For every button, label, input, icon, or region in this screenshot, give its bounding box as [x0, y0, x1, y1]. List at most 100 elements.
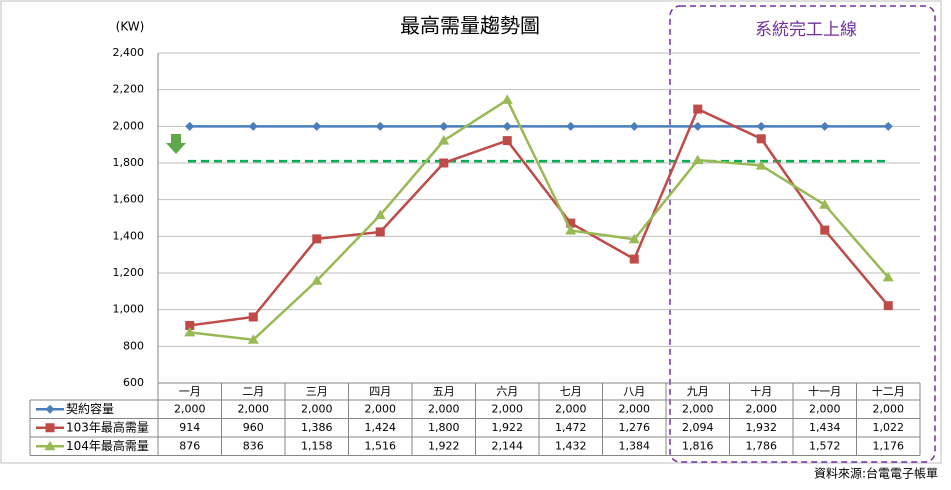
table-cell: 1,022: [873, 421, 905, 434]
data-point: [439, 121, 449, 131]
table-cell: 2,144: [492, 439, 524, 452]
data-point: [629, 121, 639, 131]
y-tick-label: 1,800: [113, 156, 145, 169]
data-point: [375, 227, 385, 237]
table-cell: 1,922: [492, 421, 524, 434]
annotation: 系統完工上線: [755, 20, 857, 40]
table-cell: 1,932: [746, 421, 778, 434]
x-tick-label: 五月: [433, 385, 455, 398]
x-tick-label: 十月: [750, 384, 772, 398]
data-point: [756, 121, 766, 131]
data-point: [501, 94, 513, 104]
legend-marker: [45, 423, 55, 433]
table-cell: 1,276: [619, 421, 651, 434]
x-tick-label: 三月: [306, 385, 328, 398]
x-tick-label: 七月: [560, 385, 582, 398]
data-point: [502, 136, 512, 146]
data-point: [756, 134, 766, 144]
legend-marker: [44, 440, 56, 451]
table-cell: 960: [243, 421, 264, 434]
data-point: [882, 271, 894, 282]
data-point: [693, 104, 703, 114]
table-cell: 2,000: [492, 402, 524, 415]
x-tick-label: 八月: [623, 385, 645, 398]
table-cell: 1,572: [809, 439, 841, 452]
table-cell: 1,434: [809, 421, 841, 434]
table-cell: 1,424: [365, 421, 397, 434]
series-line: [189, 107, 890, 327]
table-cell: 2,000: [873, 402, 905, 415]
chart-border: [0, 0, 942, 464]
table-cell: 2,000: [428, 402, 460, 415]
table-cell: 914: [179, 421, 200, 434]
x-tick-label: 一月: [179, 385, 201, 398]
y-tick-label: 1,000: [113, 303, 145, 316]
table-cell: 1,516: [365, 439, 397, 452]
y-axis-label: (KW): [116, 20, 145, 34]
y-tick-label: 2,400: [113, 46, 145, 59]
y-tick-label: 800: [123, 339, 144, 352]
table-cell: 1,472: [555, 421, 587, 434]
y-tick-label: 600: [123, 376, 144, 389]
table-cell: 2,000: [746, 402, 778, 415]
data-point: [755, 160, 767, 170]
x-tick-label: 四月: [369, 385, 391, 398]
x-tick-label: 十一月: [808, 384, 841, 398]
legend-label: 104年最高需量: [66, 438, 149, 453]
data-point: [185, 121, 195, 131]
data-point: [629, 254, 639, 264]
legend-label: 103年最高需量: [66, 419, 149, 434]
x-tick-label: 十二月: [872, 384, 905, 398]
data-point: [820, 225, 830, 235]
data-point: [438, 135, 450, 145]
data-point: [628, 233, 640, 244]
table-cell: 1,158: [301, 439, 333, 452]
data-point: [185, 320, 195, 330]
y-tick-label: 1,600: [113, 193, 145, 206]
table-cell: 2,000: [238, 402, 270, 415]
table-cell: 1,176: [873, 439, 905, 452]
table-cell: 2,000: [809, 402, 841, 415]
data-point: [692, 154, 704, 165]
table-cell: 876: [179, 439, 200, 452]
data-point: [247, 334, 259, 344]
data-point: [883, 301, 893, 311]
data-point: [566, 218, 576, 228]
legend-label: 契約容量: [66, 401, 114, 416]
table-cell: 1,922: [428, 439, 460, 452]
x-tick-label: 六月: [496, 385, 518, 398]
data-point: [693, 121, 703, 131]
legend-marker: [45, 404, 55, 414]
data-point: [439, 158, 449, 168]
table-cell: 2,000: [555, 402, 587, 415]
chart-title: 最高需量趨勢圖: [400, 14, 540, 38]
data-point: [502, 121, 512, 131]
table-cell: 1,786: [746, 439, 778, 452]
source-note: 資料來源:台電電子帳單: [814, 466, 938, 481]
table-cell: 1,386: [301, 421, 333, 434]
highlight-box: [669, 5, 936, 463]
data-point: [883, 121, 893, 131]
data-point: [248, 121, 258, 131]
data-point: [566, 121, 576, 131]
table-cell: 2,000: [619, 402, 651, 415]
data-point: [248, 312, 258, 322]
data-point: [312, 234, 322, 244]
table-cell: 2,000: [174, 402, 206, 415]
data-point: [565, 224, 577, 235]
table-cell: 2,000: [682, 402, 714, 415]
y-tick-label: 2,000: [113, 119, 145, 132]
x-tick-label: 九月: [687, 385, 709, 398]
table-cell: 2,000: [301, 402, 333, 415]
data-point: [375, 121, 385, 131]
down-arrow-icon: [166, 134, 186, 154]
table-cell: 2,000: [365, 402, 397, 415]
y-tick-label: 2,200: [113, 83, 145, 96]
data-point: [312, 121, 322, 131]
table-cell: 836: [243, 439, 264, 452]
data-point: [311, 275, 323, 285]
table-cell: 2,094: [682, 421, 714, 434]
data-point: [820, 121, 830, 131]
